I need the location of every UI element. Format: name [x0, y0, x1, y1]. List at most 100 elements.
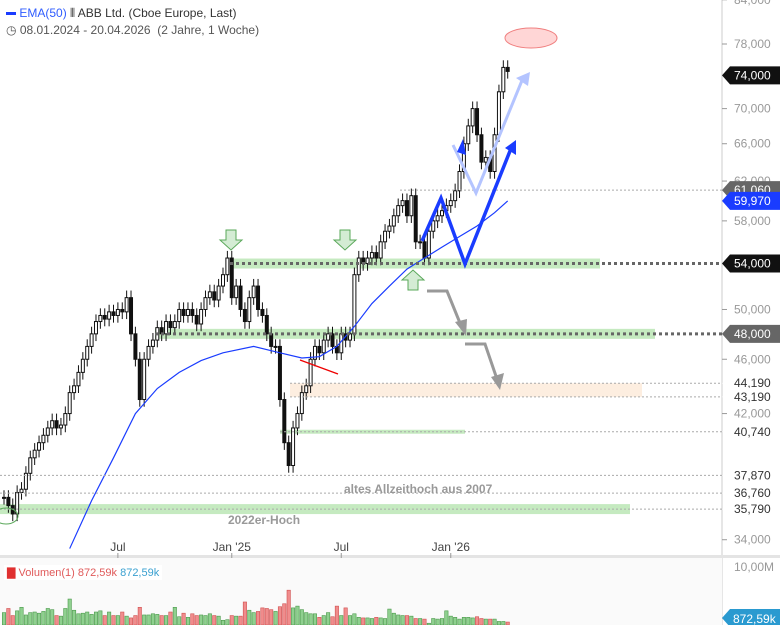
- candle: [286, 435, 291, 473]
- candle-body: [190, 308, 195, 316]
- candle-body: [326, 333, 331, 341]
- price-label: 36,760: [734, 486, 771, 500]
- volume-bar: [431, 618, 436, 625]
- support-band-48000: [155, 328, 655, 339]
- candle-body: [54, 420, 59, 429]
- candle-body: [207, 291, 212, 299]
- y-tick-label: 66,000: [734, 137, 771, 151]
- volume-bar: [356, 617, 361, 625]
- candle-body: [435, 215, 440, 222]
- ema-label[interactable]: EMA(50): [19, 6, 67, 20]
- support-band-2022-high: [0, 504, 630, 515]
- candle-body: [32, 449, 37, 459]
- candle: [45, 420, 50, 443]
- volume-bar: [492, 618, 497, 625]
- candle: [107, 304, 112, 327]
- volume-bar: [339, 615, 344, 625]
- volume-bar: [391, 612, 396, 625]
- candle-body: [120, 308, 125, 313]
- candle-body: [85, 345, 90, 360]
- y-tick-label: 70,000: [734, 102, 771, 116]
- candle: [418, 234, 423, 250]
- candle: [124, 290, 129, 320]
- volume-bar: [164, 615, 169, 625]
- candle: [299, 385, 304, 421]
- volume-bar: [207, 613, 212, 625]
- y-tick-label: 84,000: [734, 0, 771, 7]
- price-label: 43,190: [734, 390, 771, 404]
- candle-body: [234, 285, 239, 299]
- volume-label[interactable]: Volumen(1): [18, 567, 75, 579]
- candle-body: [107, 311, 112, 320]
- candle-body: [378, 241, 383, 259]
- volume-bar: [1, 612, 7, 625]
- candle-body: [264, 314, 269, 335]
- volume-bar: [479, 618, 484, 625]
- old-ath-annotation: altes Allzeithoch aus 2007: [344, 482, 493, 496]
- candle-body: [185, 308, 190, 316]
- candle: [247, 290, 252, 329]
- candle-body: [418, 241, 423, 244]
- candle-body: [168, 321, 173, 329]
- high-2022-annotation: 2022er-Hoch: [228, 513, 300, 527]
- volume-bar: [295, 605, 300, 625]
- clock-icon: ◷: [6, 23, 17, 37]
- candle-body: [129, 297, 134, 335]
- green-up-arrow-icon: [400, 269, 426, 291]
- volume-bar: [85, 611, 90, 625]
- x-tick-label: Jul: [334, 540, 349, 554]
- y-tick-label: 58,000: [734, 214, 771, 228]
- volume-bar: [396, 614, 401, 625]
- volume-bar: [67, 598, 72, 625]
- volume-bar: [199, 614, 204, 625]
- candle: [185, 302, 190, 323]
- x-tick-label: Jan '26: [432, 540, 471, 554]
- price-label: 74,000: [734, 68, 771, 82]
- volume-bar: [308, 613, 313, 625]
- volume-bar: [334, 605, 339, 625]
- volume-bar: [168, 611, 173, 625]
- candle: [229, 250, 234, 305]
- volume-bar: [102, 615, 107, 625]
- volume-value: 872,59k: [77, 567, 118, 579]
- blue-arrowhead-icon: [505, 140, 516, 155]
- candle-body: [409, 195, 414, 217]
- candle: [80, 352, 85, 380]
- candle-body: [150, 339, 155, 347]
- bar-chart-icon: ▇: [7, 567, 16, 579]
- volume-bar: [457, 618, 462, 625]
- candle: [391, 208, 396, 234]
- candle: [260, 302, 265, 323]
- candle-body: [23, 472, 28, 490]
- volume-bar: [256, 611, 261, 625]
- candle-body: [396, 205, 401, 217]
- volume-bar: [225, 619, 230, 625]
- volume-bar: [260, 607, 265, 625]
- candle: [98, 308, 103, 329]
- candle-body: [28, 457, 33, 474]
- candle-body: [260, 308, 265, 316]
- price-label: 44,190: [734, 376, 771, 390]
- volume-bar: [312, 613, 317, 625]
- candle-body: [72, 385, 77, 394]
- candle-body: [295, 413, 300, 429]
- volume-bar: [93, 611, 98, 625]
- candle: [409, 188, 414, 223]
- candle: [264, 308, 269, 342]
- candle: [466, 118, 471, 151]
- candle-body: [479, 134, 484, 163]
- price-label-tag: [722, 191, 780, 210]
- candle: [448, 193, 453, 213]
- candle: [321, 332, 326, 361]
- volume-bar: [181, 612, 186, 625]
- volume-bar: [247, 609, 252, 625]
- candle: [207, 284, 212, 305]
- candle: [37, 435, 42, 458]
- instrument-name[interactable]: ABB Ltd. (Cboe Europe, Last): [77, 6, 237, 20]
- candle: [369, 245, 374, 266]
- candle: [291, 420, 296, 473]
- candle: [348, 326, 353, 348]
- candle: [453, 183, 458, 208]
